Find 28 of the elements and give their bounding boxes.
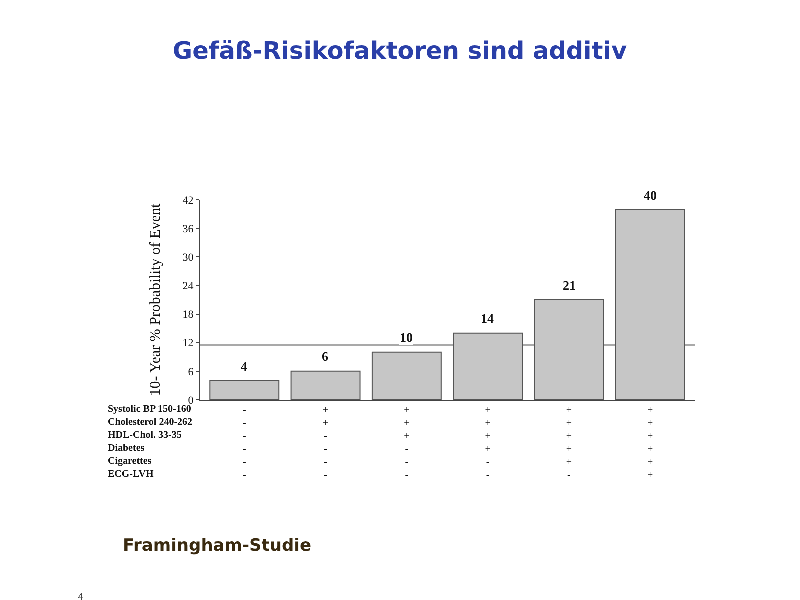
y-tick-label: 12 <box>182 338 194 350</box>
y-tick-label: 24 <box>182 280 194 293</box>
data-label: 40 <box>644 188 657 203</box>
x-tick-label: + + + + + + <box>648 405 654 481</box>
text: 4 <box>78 593 84 600</box>
x-tick-label: + + - - - - <box>322 405 329 481</box>
data-label: 21 <box>563 278 576 293</box>
bar <box>372 352 442 400</box>
bar <box>210 380 280 400</box>
y-tick-label: 18 <box>182 309 194 322</box>
x-tick-label: + + + - - - <box>404 405 410 481</box>
y-tick-label: 36 <box>182 223 194 236</box>
data-label: 14 <box>481 311 494 326</box>
x-tick-label: + + + + + - <box>566 405 572 481</box>
x-tick-label: - - - - - - <box>242 405 246 481</box>
bar <box>290 370 361 400</box>
x-tick-label: + + + + - - <box>485 405 492 481</box>
data-label: 10 <box>400 330 413 345</box>
y-tick-label: 0 <box>188 394 194 407</box>
y-tick-label: 6 <box>188 366 194 378</box>
data-label: 4 <box>241 359 248 374</box>
data-label: 6 <box>322 349 329 364</box>
chart-title: Gefäß-Risikofaktoren sind additiv <box>172 36 628 65</box>
y-axis-title: 10- Year % Probability of Event <box>148 202 164 396</box>
text: Framingham-Studie <box>123 536 312 556</box>
y-tick-label: 30 <box>182 252 194 264</box>
y-tick-label: 42 <box>182 194 194 207</box>
text: Systolic BP 150-160 Cholesterol 240-262 HDL-Chol. 33-35 Diabetes Cigarettes ECG-LVH <box>108 404 193 480</box>
